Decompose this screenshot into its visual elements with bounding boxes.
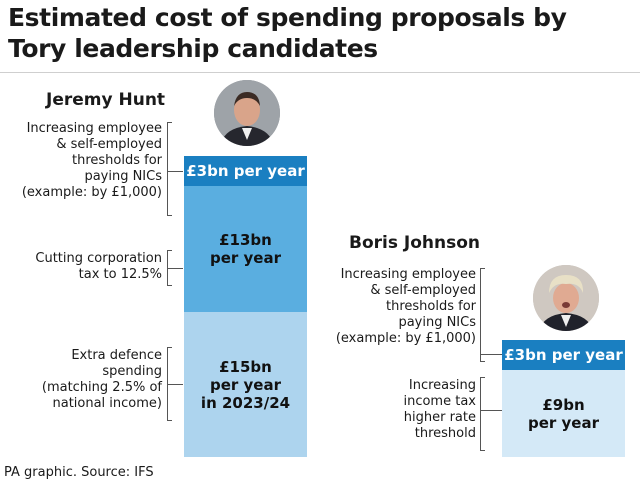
- chart-title: Estimated cost of spending proposals by …: [8, 3, 567, 63]
- source-footer: PA graphic. Source: IFS: [4, 465, 154, 480]
- hunt-tick-corporation: [167, 268, 183, 269]
- candidate-name-hunt: Jeremy Hunt: [46, 90, 166, 110]
- title-divider: [0, 72, 640, 73]
- johnson-desc-nics: Increasing employee & self-employed thre…: [335, 267, 476, 346]
- hunt-bar-corporation: £13bn per year: [184, 186, 307, 312]
- johnson-bracket-nics: [480, 268, 485, 362]
- hunt-desc-nics: Increasing employee & self-employed thre…: [21, 121, 162, 200]
- johnson-desc-income-tax: Increasing income tax higher rate thresh…: [403, 378, 476, 441]
- candidate-name-johnson: Boris Johnson: [349, 233, 480, 253]
- johnson-photo-icon: [533, 265, 599, 331]
- johnson-tick-nics: [480, 354, 502, 355]
- johnson-bracket-income-tax: [480, 377, 485, 451]
- johnson-bar-nics: £3bn per year: [502, 340, 625, 370]
- johnson-tick-income-tax: [480, 410, 502, 411]
- hunt-bracket-nics: [167, 122, 172, 216]
- hunt-tick-nics: [167, 171, 183, 172]
- hunt-desc-defence: Extra defence spending (matching 2.5% of…: [41, 348, 162, 411]
- hunt-photo-icon: [214, 80, 280, 146]
- johnson-bar-income-tax: £9bn per year: [502, 370, 625, 457]
- hunt-bar-defence: £15bn per year in 2023/24: [184, 312, 307, 457]
- hunt-bar-nics: £3bn per year: [184, 156, 307, 186]
- hunt-desc-corporation: Cutting corporation tax to 12.5%: [35, 251, 162, 282]
- hunt-tick-defence: [167, 384, 183, 385]
